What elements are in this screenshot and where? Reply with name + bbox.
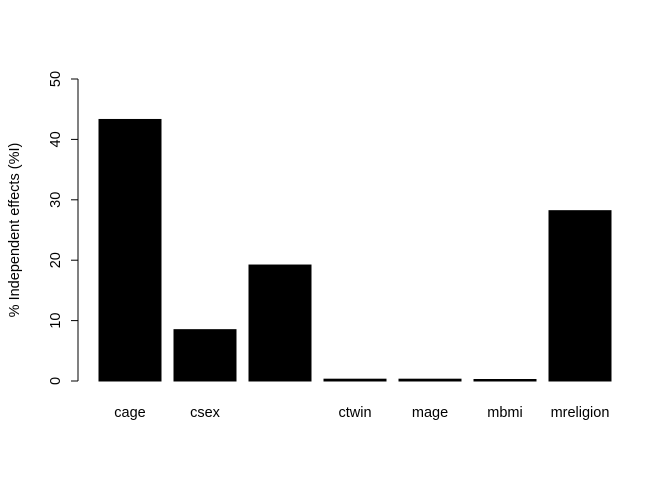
y-tick-label: 10	[48, 313, 64, 329]
bar	[398, 378, 462, 382]
y-tick-label: 30	[48, 192, 64, 208]
category-labels: cage csex ctwin mage mbmi mreligion	[114, 405, 609, 421]
x-category-label: mbmi	[487, 405, 522, 421]
x-category-label: mreligion	[551, 405, 610, 421]
bar	[473, 379, 537, 382]
bar	[548, 210, 612, 382]
x-category-label: mage	[412, 405, 448, 421]
bar	[98, 118, 162, 382]
y-tick-label: 50	[48, 71, 64, 87]
y-tick-label: 0	[48, 377, 64, 385]
x-category-label: ctwin	[338, 405, 371, 421]
y-axis: 0 10 20 30 40 50	[48, 71, 79, 385]
y-tick-label: 40	[48, 131, 64, 147]
bar	[323, 378, 387, 382]
x-category-label: csex	[190, 405, 221, 421]
bars	[98, 118, 612, 382]
y-axis-label: % Independent effects (%I)	[7, 143, 23, 318]
bar	[173, 329, 237, 382]
x-category-label: cage	[114, 405, 145, 421]
y-tick-label: 20	[48, 252, 64, 268]
bar	[248, 264, 312, 382]
